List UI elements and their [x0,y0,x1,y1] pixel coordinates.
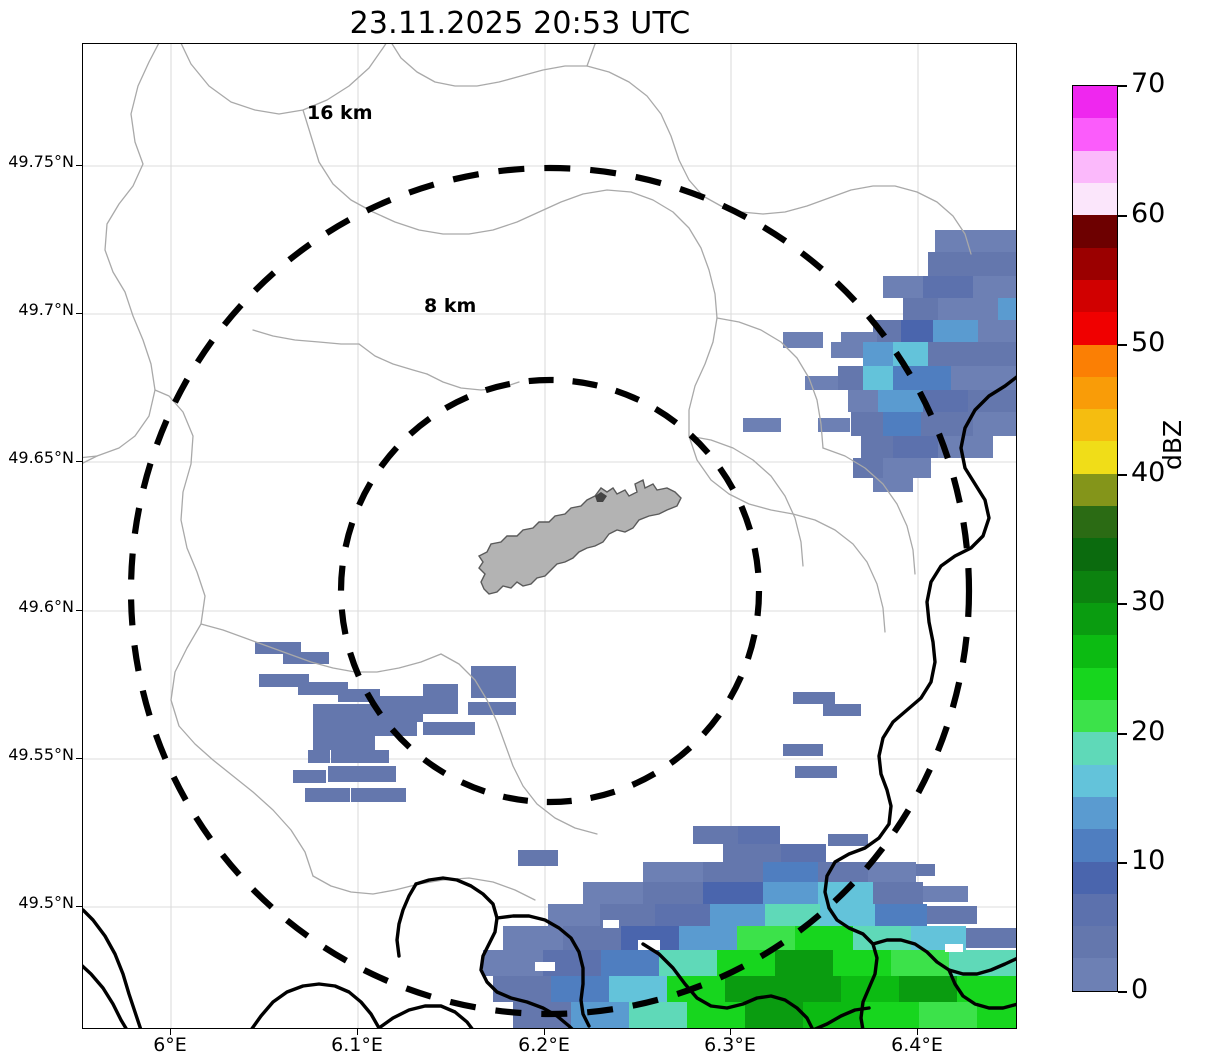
colorbar-band-40-42.5 [1073,441,1117,474]
colorbar-tickmark-50 [1118,344,1127,346]
colorbar-band-22.5-25 [1073,667,1117,700]
city-center-marker [595,492,607,502]
colorbar-label-50: 50 [1131,327,1166,358]
colorbar-tickmark-20 [1118,733,1127,735]
admin-boundaries [83,44,972,901]
colorbar-band-20-22.5 [1073,699,1117,733]
city-boundary-polygon [477,478,682,595]
colorbar-band-30-32.5 [1073,570,1117,603]
colorbar-label-10: 10 [1131,845,1166,876]
colorbar-band-47.5-50 [1073,344,1117,377]
colorbar-tickmark-0 [1118,991,1127,993]
colorbar-band-62.5-65 [1073,150,1117,183]
colorbar-band-15-17.5 [1073,764,1117,797]
colorbar-tickmark-70 [1118,85,1127,87]
colorbar-band-17.5-20 [1073,732,1117,765]
colorbar-band-0-2.5 [1073,958,1117,991]
colorbar-tickmark-10 [1118,862,1127,864]
x-tick-label-4: 6.4°E [891,1034,943,1056]
y-tick-label-0: 49.75°N [8,152,74,171]
y-tick-label-5: 49.5°N [18,893,74,912]
colorbar-band-25-27.5 [1073,635,1117,668]
colorbar-band-35-37.5 [1073,506,1117,539]
colorbar-band-67.5-70 [1073,86,1117,119]
x-tick-label-1: 6.1°E [331,1034,383,1056]
y-tickmark-2 [76,461,82,463]
colorbar-band-2.5-5 [1073,926,1117,959]
colorbar-label-60: 60 [1131,198,1166,229]
colorbar[interactable] [1072,85,1118,992]
y-tickmark-5 [76,906,82,908]
colorbar-label-20: 20 [1131,716,1166,747]
colorbar-tickmark-60 [1118,215,1127,217]
range-ring-16km [127,164,973,1018]
y-tick-label-4: 49.55°N [8,745,74,764]
y-tickmark-4 [76,758,82,760]
y-tickmark-0 [76,165,82,167]
x-tick-label-2: 6.2°E [518,1034,570,1056]
y-tick-label-2: 49.65°N [8,448,74,467]
y-tick-label-3: 49.6°N [18,597,74,616]
colorbar-label-40: 40 [1131,457,1166,488]
range-ring-8km [337,376,763,806]
colorbar-band-42.5-45 [1073,409,1117,442]
x-tickmark-1 [357,1029,359,1035]
y-tickmark-3 [76,610,82,612]
colorbar-band-10-12.5 [1073,829,1117,862]
colorbar-label-0: 0 [1131,974,1149,1005]
x-tickmark-3 [730,1029,732,1035]
colorbar-band-37.5-40 [1073,473,1117,507]
colorbar-band-52.5-55 [1073,279,1117,313]
colorbar-band-57.5-60 [1073,215,1117,248]
x-tickmark-0 [170,1029,172,1035]
x-tick-label-3: 6.3°E [704,1034,756,1056]
colorbar-band-55-57.5 [1073,247,1117,280]
colorbar-tickmark-30 [1118,603,1127,605]
radar-map-canvas [83,44,1016,1028]
colorbar-band-7.5-10 [1073,861,1117,894]
range-ring-16km-label: 16 km [307,102,373,124]
colorbar-band-5-7.5 [1073,893,1117,927]
radar-reflectivity-cells [255,230,1016,1028]
colorbar-band-65-67.5 [1073,118,1117,151]
x-tickmark-4 [917,1029,919,1035]
page-title: 23.11.2025 20:53 UTC [349,6,691,41]
colorbar-band-27.5-30 [1073,603,1117,636]
radar-map[interactable]: 16 km 8 km [82,43,1017,1029]
colorbar-band-50-52.5 [1073,312,1117,345]
x-tickmark-2 [544,1029,546,1035]
colorbar-band-32.5-35 [1073,538,1117,571]
colorbar-axis-label: dBZ [1158,419,1187,470]
colorbar-label-70: 70 [1131,68,1166,99]
range-ring-8km-label: 8 km [424,295,477,317]
colorbar-label-30: 30 [1131,586,1166,617]
national-border [83,375,1016,1028]
y-tick-label-1: 49.7°N [18,300,74,319]
colorbar-band-12.5-15 [1073,796,1117,830]
colorbar-band-60-62.5 [1073,182,1117,216]
colorbar-tickmark-40 [1118,474,1127,476]
x-tick-label-0: 6°E [153,1034,187,1056]
y-tickmark-1 [76,313,82,315]
colorbar-band-45-47.5 [1073,376,1117,410]
